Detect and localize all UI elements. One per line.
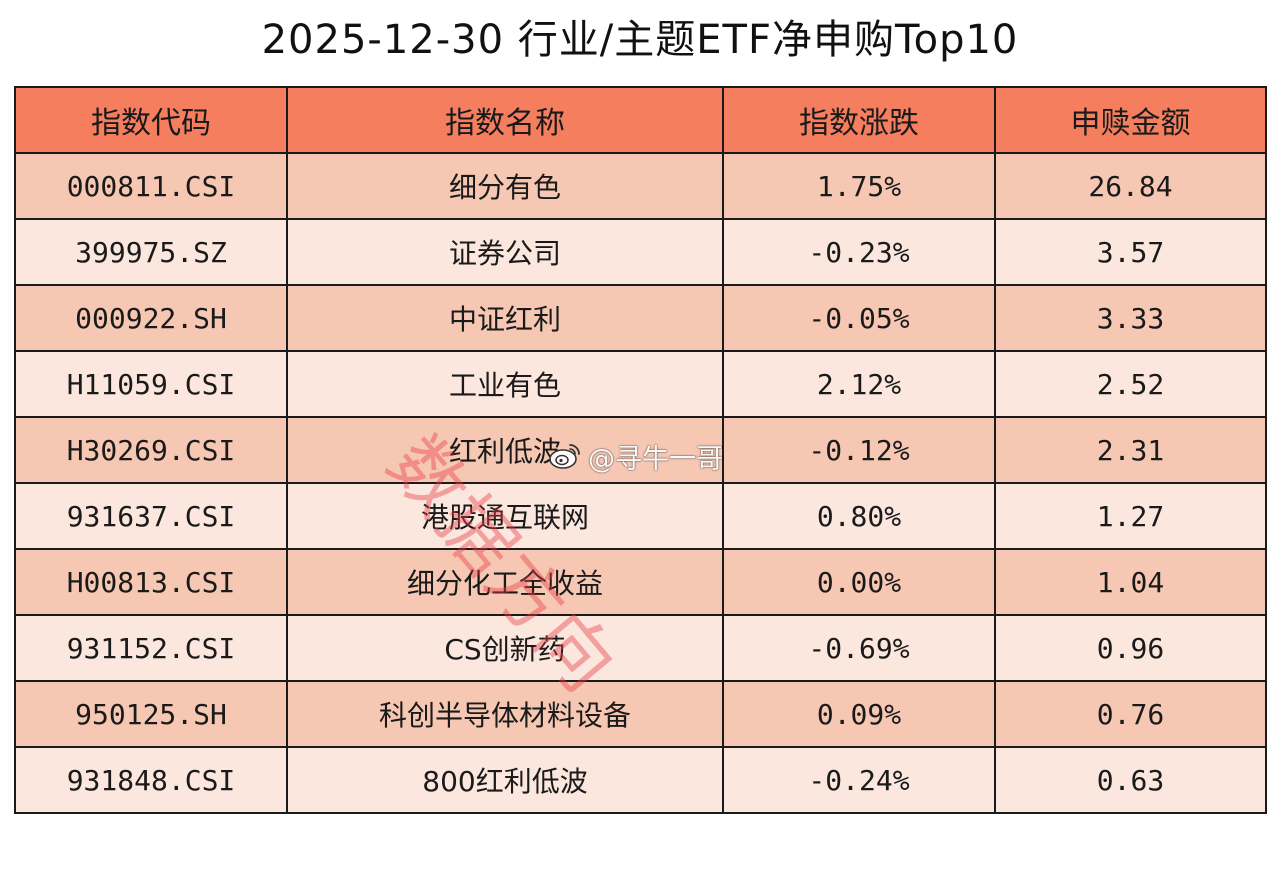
etf-table: 指数代码 指数名称 指数涨跌 申赎金额 000811.CSI 细分有色 1.75… [14,86,1267,814]
cell-index-code: H11059.CSI [14,350,288,418]
cell-index-name: 细分化工全收益 [286,548,724,616]
table-row: H11059.CSI 工业有色 2.12% 2.52 [14,350,1267,418]
cell-subscription-amount: 2.31 [994,416,1267,484]
cell-index-name: 中证红利 [286,284,724,352]
header-subscription-amount: 申赎金额 [994,86,1267,154]
cell-index-name: 细分有色 [286,152,724,220]
cell-index-code: 000922.SH [14,284,288,352]
table-row: 931152.CSI CS创新药 -0.69% 0.96 [14,614,1267,682]
cell-subscription-amount: 1.27 [994,482,1267,550]
page-title: 2025-12-30 行业/主题ETF净申购Top10 [261,17,1019,63]
cell-index-name: CS创新药 [286,614,724,682]
cell-subscription-amount: 2.52 [994,350,1267,418]
header-index-name: 指数名称 [286,86,724,154]
cell-index-change: 0.09% [722,680,996,748]
cell-subscription-amount: 0.96 [994,614,1267,682]
cell-index-code: H30269.CSI [14,416,288,484]
cell-index-code: 931637.CSI [14,482,288,550]
cell-index-change: -0.05% [722,284,996,352]
cell-index-code: 950125.SH [14,680,288,748]
cell-index-code: 399975.SZ [14,218,288,286]
cell-index-name: 港股通互联网 [286,482,724,550]
cell-index-change: 0.00% [722,548,996,616]
cell-index-change: -0.12% [722,416,996,484]
table-row: H00813.CSI 细分化工全收益 0.00% 1.04 [14,548,1267,616]
header-index-change: 指数涨跌 [722,86,996,154]
cell-index-change: -0.24% [722,746,996,814]
cell-index-name: 红利低波 [286,416,724,484]
cell-subscription-amount: 0.63 [994,746,1267,814]
cell-index-name: 工业有色 [286,350,724,418]
cell-subscription-amount: 3.33 [994,284,1267,352]
cell-subscription-amount: 0.76 [994,680,1267,748]
cell-index-name: 证券公司 [286,218,724,286]
table-row: 931848.CSI 800红利低波 -0.24% 0.63 [14,746,1267,814]
cell-index-change: -0.69% [722,614,996,682]
table-row: 931637.CSI 港股通互联网 0.80% 1.27 [14,482,1267,550]
cell-index-name: 800红利低波 [286,746,724,814]
table-row: 950125.SH 科创半导体材料设备 0.09% 0.76 [14,680,1267,748]
cell-index-code: H00813.CSI [14,548,288,616]
table-row: 000811.CSI 细分有色 1.75% 26.84 [14,152,1267,220]
cell-index-change: 2.12% [722,350,996,418]
cell-index-code: 931848.CSI [14,746,288,814]
cell-index-name: 科创半导体材料设备 [286,680,724,748]
cell-index-code: 000811.CSI [14,152,288,220]
table-row: 399975.SZ 证券公司 -0.23% 3.57 [14,218,1267,286]
cell-subscription-amount: 3.57 [994,218,1267,286]
cell-subscription-amount: 1.04 [994,548,1267,616]
table-header-row: 指数代码 指数名称 指数涨跌 申赎金额 [14,86,1267,154]
cell-index-change: 0.80% [722,482,996,550]
cell-subscription-amount: 26.84 [994,152,1267,220]
table-row: H30269.CSI 红利低波 -0.12% 2.31 [14,416,1267,484]
cell-index-change: -0.23% [722,218,996,286]
cell-index-code: 931152.CSI [14,614,288,682]
header-index-code: 指数代码 [14,86,288,154]
table-row: 000922.SH 中证红利 -0.05% 3.33 [14,284,1267,352]
cell-index-change: 1.75% [722,152,996,220]
